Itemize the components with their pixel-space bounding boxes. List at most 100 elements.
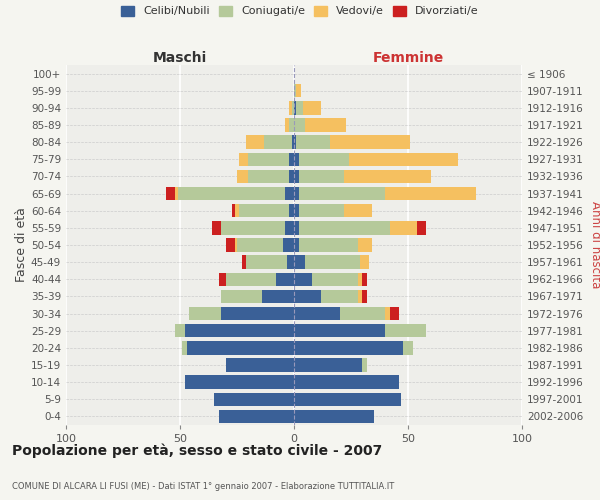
Bar [296,101,303,114]
Bar [248,152,289,166]
Bar [294,118,305,132]
Bar [221,221,285,234]
Bar [362,272,367,286]
Bar [276,272,294,286]
Bar [289,152,294,166]
Bar [349,152,458,166]
Bar [294,341,403,354]
Bar [232,204,235,218]
Bar [299,221,390,234]
Bar [294,272,312,286]
Bar [212,221,221,234]
Y-axis label: Anni di nascita: Anni di nascita [589,202,600,288]
Bar [182,341,187,354]
Bar [166,187,175,200]
Bar [178,187,285,200]
Bar [289,170,294,183]
Bar [285,118,289,132]
Bar [294,324,385,338]
Bar [294,256,305,269]
Bar [185,324,294,338]
Bar [292,136,294,149]
Bar [294,187,299,200]
Bar [246,256,287,269]
Text: Popolazione per età, sesso e stato civile - 2007: Popolazione per età, sesso e stato civil… [12,443,382,458]
Bar [246,136,265,149]
Bar [294,84,296,98]
Bar [292,101,294,114]
Text: Femmine: Femmine [373,51,443,65]
Bar [235,204,239,218]
Bar [237,238,283,252]
Legend: Celibi/Nubili, Coniugati/e, Vedovi/e, Divorziati/e: Celibi/Nubili, Coniugati/e, Vedovi/e, Di… [121,6,479,16]
Bar [248,170,289,183]
Bar [385,187,476,200]
Bar [187,341,294,354]
Bar [289,118,294,132]
Bar [294,101,296,114]
Bar [221,290,262,303]
Bar [303,101,322,114]
Bar [289,101,292,114]
Bar [417,221,426,234]
Bar [219,272,226,286]
Bar [189,307,221,320]
Bar [283,238,294,252]
Bar [299,152,349,166]
Bar [221,307,294,320]
Bar [385,324,426,338]
Bar [340,307,385,320]
Bar [344,170,431,183]
Bar [265,136,292,149]
Bar [294,170,299,183]
Bar [226,272,276,286]
Bar [285,187,294,200]
Bar [360,256,369,269]
Bar [294,152,299,166]
Bar [237,170,248,183]
Bar [262,290,294,303]
Bar [239,204,289,218]
Bar [358,290,362,303]
Bar [242,256,246,269]
Bar [294,136,296,149]
Bar [331,136,410,149]
Bar [344,204,371,218]
Bar [312,272,358,286]
Bar [299,170,344,183]
Bar [294,376,399,389]
Y-axis label: Fasce di età: Fasce di età [15,208,28,282]
Bar [175,324,185,338]
Bar [296,84,301,98]
Bar [214,392,294,406]
Bar [226,238,235,252]
Text: Maschi: Maschi [153,51,207,65]
Bar [294,238,299,252]
Bar [235,238,237,252]
Bar [299,238,358,252]
Bar [294,307,340,320]
Bar [185,376,294,389]
Bar [305,118,346,132]
Bar [287,256,294,269]
Bar [239,152,248,166]
Bar [294,290,322,303]
Bar [296,136,331,149]
Bar [226,358,294,372]
Bar [299,187,385,200]
Bar [390,221,417,234]
Bar [358,272,362,286]
Bar [294,410,374,423]
Bar [362,358,367,372]
Bar [362,290,367,303]
Text: COMUNE DI ALCARA LI FUSI (ME) - Dati ISTAT 1° gennaio 2007 - Elaborazione TUTTIT: COMUNE DI ALCARA LI FUSI (ME) - Dati IST… [12,482,394,491]
Bar [385,307,390,320]
Bar [219,410,294,423]
Bar [294,392,401,406]
Bar [305,256,360,269]
Bar [294,204,299,218]
Bar [294,221,299,234]
Bar [358,238,371,252]
Bar [403,341,413,354]
Bar [175,187,178,200]
